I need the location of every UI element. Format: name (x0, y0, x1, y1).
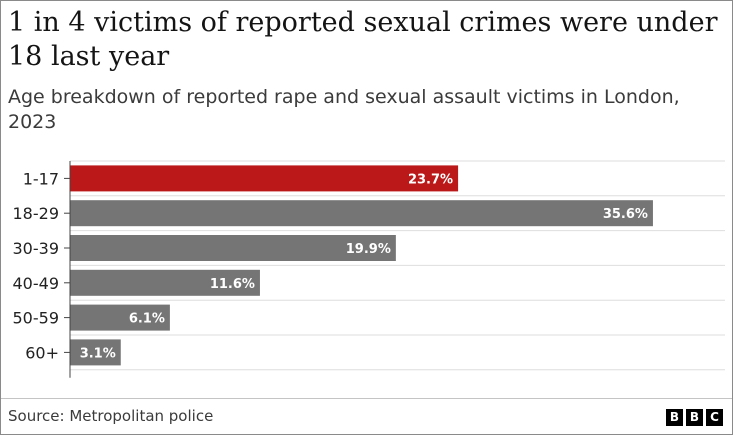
bar-50-59 (70, 304, 170, 331)
data-label: 35.6% (603, 207, 648, 222)
bar-18-29 (70, 200, 653, 227)
bar-1-17 (70, 165, 459, 192)
bar-40-49 (70, 269, 260, 296)
bar-60+ (70, 339, 121, 366)
category-label: 18-29 (13, 204, 60, 223)
bar-30-39 (70, 235, 396, 261)
bars: 23.7% 35.6% 19.9% 11.6% 6.1% 3.1% (70, 165, 653, 366)
gridlines (70, 160, 725, 371)
category-label: 40-49 (13, 274, 60, 293)
logo-letter: C (706, 409, 723, 426)
data-label: 23.7% (408, 172, 453, 187)
category-label: 30-39 (13, 239, 60, 258)
footer-divider (1, 398, 732, 399)
category-label: 1-17 (23, 169, 59, 188)
data-label: 3.1% (80, 346, 116, 361)
category-label: 50-59 (13, 309, 60, 328)
chart-title: 1 in 4 victims of reported sexual crimes… (8, 7, 718, 72)
logo-letter: B (666, 409, 683, 426)
y-axis (64, 161, 71, 378)
data-label: 11.6% (210, 277, 255, 292)
chart-subtitle: Age breakdown of reported rape and sexua… (8, 86, 680, 133)
bbc-logo: B B C (666, 409, 723, 426)
data-label: 6.1% (129, 312, 165, 327)
data-label: 19.9% (346, 242, 391, 257)
logo-letter: B (686, 409, 703, 426)
category-label: 60+ (25, 343, 59, 362)
category-ticks: 1-17 18-29 30-39 40-49 50-59 60+ (13, 169, 60, 362)
source-note: Source: Metropolitan police (8, 407, 214, 425)
bar-chart: 23.7% 35.6% 19.9% 11.6% 6.1% 3.1% 1-17 18-29 30… (13, 160, 725, 378)
